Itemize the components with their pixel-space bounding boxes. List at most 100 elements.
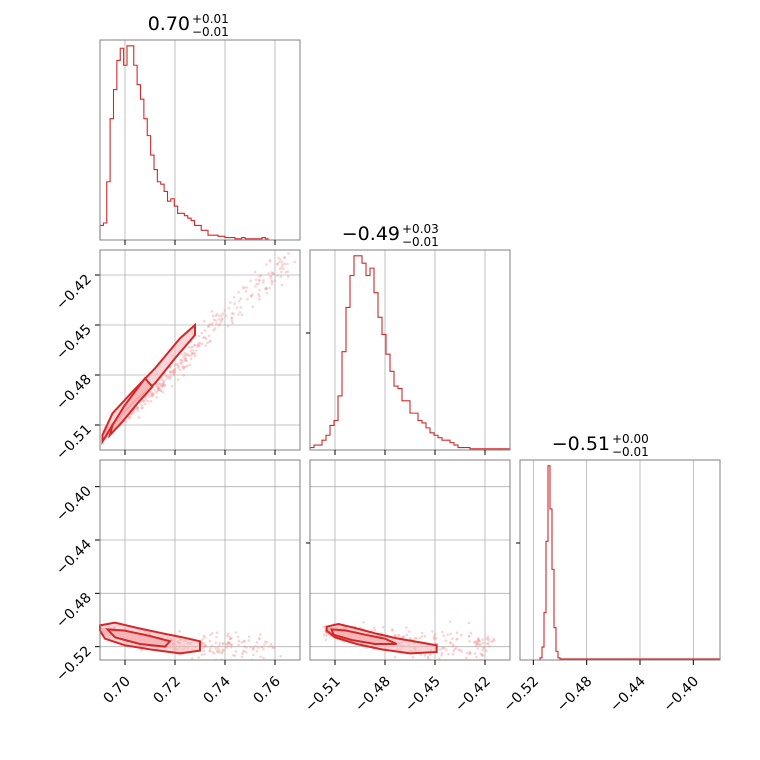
scatter-point	[479, 642, 482, 646]
scatter-point	[211, 631, 214, 635]
y-tick-label: −0.52	[53, 643, 95, 685]
scatter-point	[490, 640, 493, 643]
scatter-point	[257, 636, 261, 640]
scatter-point	[447, 652, 450, 656]
panel-row-1-col-0: −0.51 −0.48 −0.45 −0.42	[53, 249, 301, 463]
scatter-point	[173, 363, 177, 367]
scatter-point	[191, 349, 195, 352]
scatter-point	[405, 626, 408, 629]
scatter-point	[408, 630, 411, 633]
scatter-point	[230, 316, 234, 320]
scatter-point	[431, 630, 434, 633]
scatter-point	[185, 359, 188, 362]
scatter-point	[252, 669, 255, 672]
scatter-point	[448, 620, 452, 624]
scatter-point	[196, 343, 199, 347]
scatter-point	[157, 387, 161, 391]
scatter-point	[322, 633, 326, 637]
scatter-point	[173, 367, 177, 371]
scatter-point	[214, 319, 218, 322]
scatter-point	[254, 644, 258, 648]
scatter-point	[220, 318, 224, 321]
scatter-point	[423, 654, 427, 657]
scatter-point	[411, 655, 415, 659]
scatter-point	[220, 651, 223, 655]
scatter-point	[203, 329, 207, 332]
scatter-point	[136, 406, 140, 410]
scatter-point	[226, 644, 229, 647]
scatter-point	[280, 270, 283, 274]
scatter-point	[452, 649, 455, 653]
scatter-point	[158, 384, 161, 387]
scatter-point	[190, 352, 194, 355]
scatter-point	[260, 645, 264, 649]
scatter-point	[258, 295, 261, 298]
scatter-point	[455, 631, 459, 635]
scatter-point	[481, 648, 484, 652]
scatter-point	[480, 653, 484, 656]
scatter-point	[280, 283, 284, 287]
scatter-point	[201, 641, 204, 644]
scatter-point	[468, 634, 471, 638]
scatter-point	[423, 634, 427, 638]
scatter-point	[176, 378, 180, 381]
scatter-point	[150, 394, 154, 397]
panel-row-2-col-2: −0.51 +0.00−0.01 −0.52 −0.48 −0.44 −0.40	[501, 432, 721, 715]
scatter-point	[183, 353, 187, 357]
scatter-point	[162, 380, 166, 384]
scatter-point	[476, 643, 479, 646]
scatter-point	[172, 373, 176, 377]
scatter-point	[221, 312, 225, 316]
scatter-point	[210, 644, 214, 647]
scatter-point	[373, 628, 377, 632]
scatter-point	[244, 290, 248, 293]
scatter-point	[130, 412, 134, 416]
scatter-point	[273, 279, 277, 283]
scatter-point	[179, 361, 182, 364]
scatter-point	[200, 643, 204, 647]
scatter-point	[233, 654, 237, 657]
scatter-point	[268, 645, 271, 648]
scatter-point	[144, 402, 147, 406]
scatter-point	[476, 639, 480, 642]
scatter-point	[252, 653, 255, 657]
scatter-point	[225, 634, 229, 638]
scatter-point	[446, 633, 450, 637]
scatter-point	[260, 645, 264, 649]
scatter-point	[201, 638, 204, 641]
scatter-point	[230, 643, 233, 647]
scatter-point	[186, 353, 189, 356]
scatter-point	[187, 346, 191, 349]
scatter-point	[202, 336, 205, 340]
scatter-point	[167, 375, 171, 379]
y-tick-label: −0.42	[53, 272, 95, 314]
scatter-point	[228, 637, 232, 641]
scatter-point	[149, 391, 152, 394]
scatter-point	[262, 648, 265, 651]
scatter-point	[156, 387, 160, 390]
panel-title-value: 0.70	[148, 13, 190, 35]
scatter-point	[221, 649, 225, 652]
scatter-point	[270, 280, 274, 284]
scatter-point	[181, 353, 184, 356]
scatter-point	[476, 637, 480, 640]
scatter-point	[171, 369, 175, 372]
scatter-point	[485, 637, 488, 640]
scatter-point	[225, 642, 228, 646]
scatter-point	[209, 633, 212, 637]
scatter-point	[156, 386, 160, 389]
scatter-point	[405, 633, 409, 637]
scatter-point	[257, 282, 260, 286]
scatter-point	[214, 646, 217, 650]
scatter-point	[433, 632, 437, 636]
scatter-point	[258, 279, 261, 283]
scatter-point	[187, 354, 191, 357]
scatter-point	[151, 394, 155, 397]
scatter-point	[197, 656, 200, 659]
scatter-point	[229, 637, 232, 640]
scatter-point	[265, 291, 269, 295]
scatter-point	[246, 298, 249, 301]
scatter-point	[215, 635, 218, 639]
scatter-point	[155, 396, 159, 399]
scatter-point	[468, 652, 472, 655]
